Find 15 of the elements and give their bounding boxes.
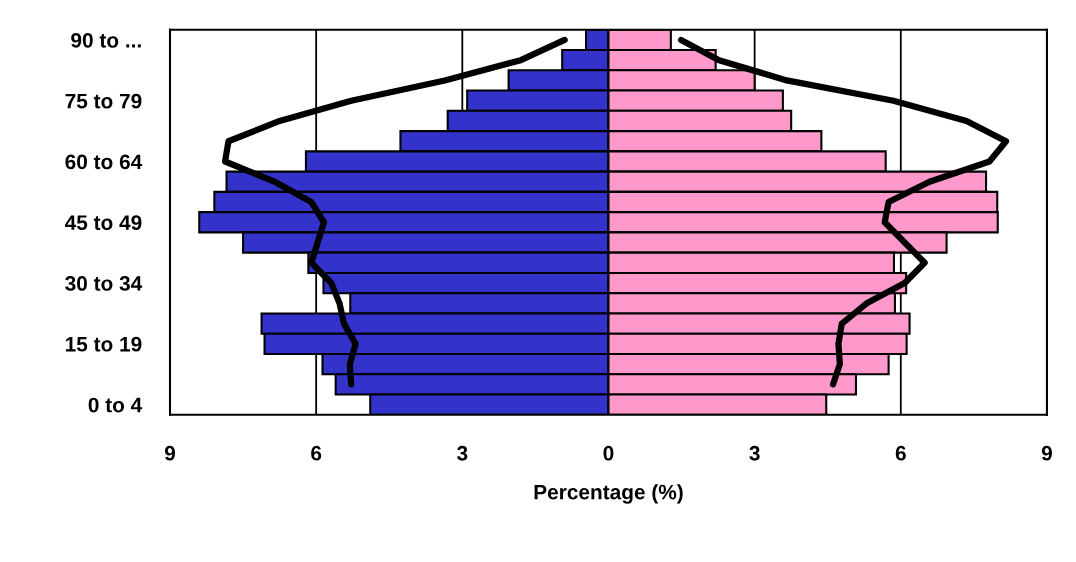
y-tick-label: 45 to 49 [64, 215, 142, 231]
x-axis-title: Percentage (%) [534, 484, 683, 504]
x-tick-label: 3 [749, 445, 760, 461]
x-tick-label: 6 [311, 445, 322, 461]
y-tick-label: 0 to 4 [88, 397, 143, 413]
x-tick-label: 3 [457, 445, 468, 461]
y-tick-label: 90 to ... [71, 32, 141, 48]
y-tick-label: 60 to 64 [65, 154, 143, 170]
y-tick-label: 30 to 34 [65, 276, 143, 291]
y-tick-label: 75 to 79 [65, 93, 142, 109]
y-tick-label: 15 to 19 [65, 336, 142, 352]
x-tick-label: 0 [603, 445, 614, 461]
x-tick-label: 9 [164, 445, 176, 461]
x-tick-label: 6 [895, 445, 906, 461]
x-tick-label: 9 [1041, 445, 1052, 461]
